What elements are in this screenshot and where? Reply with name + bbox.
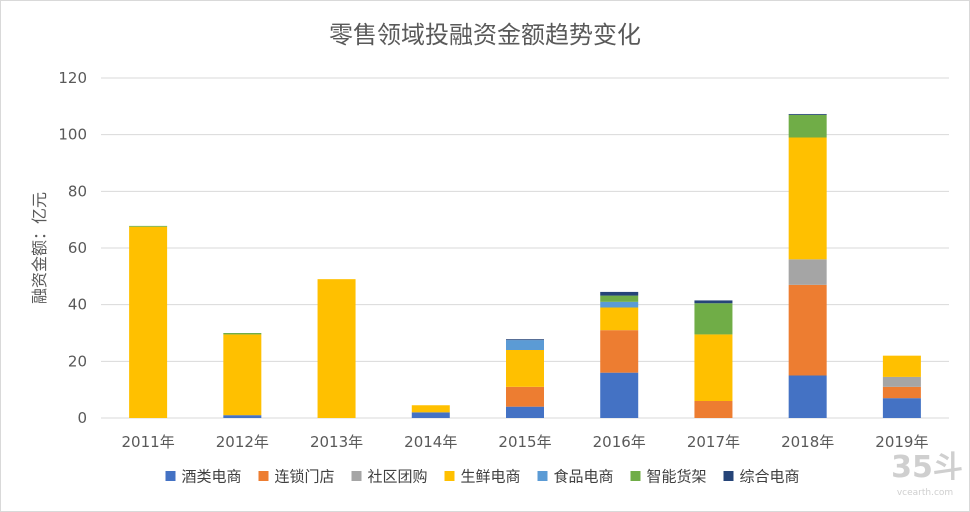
bar-segment	[223, 415, 262, 418]
bar-segment	[694, 334, 733, 401]
bar-segment	[506, 386, 544, 407]
legend-label: 综合电商	[740, 468, 800, 486]
x-tick-label: 2012年	[216, 433, 269, 451]
bar-segment	[788, 375, 827, 418]
bar-segment	[694, 300, 733, 304]
legend-item: 食品电商	[537, 468, 614, 486]
bar-stack	[788, 113, 827, 418]
legend-swatch	[165, 471, 176, 481]
x-tick-label: 2015年	[498, 433, 551, 451]
legend-swatch	[537, 471, 548, 481]
bar-segment	[600, 295, 639, 302]
watermark-brand: 35斗	[891, 450, 963, 485]
legend-swatch	[723, 471, 734, 481]
bar-segment	[882, 376, 921, 387]
x-tick-label: 2016年	[593, 433, 646, 451]
chart-title: 零售领域投融资金额趋势变化	[329, 21, 641, 49]
y-tick-label: 100	[58, 126, 87, 144]
bar-segment	[411, 412, 450, 418]
bar-segment	[882, 386, 921, 399]
bar-stack	[694, 300, 733, 418]
legend-item: 生鲜电商	[444, 468, 521, 486]
x-tick-label: 2018年	[781, 433, 834, 451]
bar-segment	[317, 279, 356, 418]
legend-item: 酒类电商	[165, 468, 242, 486]
y-tick-label: 60	[68, 239, 87, 257]
x-tick-label: 2014年	[404, 433, 457, 451]
legend-label: 社区团购	[368, 468, 428, 486]
bar-segment	[788, 137, 827, 260]
x-tick-label: 2011年	[122, 433, 175, 451]
bar-segment	[600, 307, 639, 331]
y-tick-label: 40	[68, 296, 87, 314]
bar-segment	[694, 303, 733, 335]
bar-segment	[600, 301, 639, 308]
bar-stack	[600, 291, 639, 418]
bar-segment	[600, 330, 639, 373]
bar-segment	[600, 291, 639, 296]
bar-segment	[788, 284, 827, 376]
legend-swatch	[444, 471, 455, 481]
x-tick-label: 2013年	[310, 433, 363, 451]
bar-segment	[506, 350, 544, 387]
bar-stack	[129, 225, 168, 418]
bar-segment	[506, 340, 544, 350]
legend-label: 智能货架	[647, 468, 707, 486]
bar-segment	[411, 405, 450, 413]
legend-item: 连锁门店	[258, 468, 335, 486]
bar-segment	[882, 355, 921, 377]
legend-label: 生鲜电商	[461, 468, 521, 486]
bar-segment	[223, 333, 262, 335]
legend-label: 食品电商	[554, 468, 614, 486]
bar-segment	[223, 334, 262, 416]
y-tick-label: 20	[68, 352, 87, 370]
legend-item: 社区团购	[351, 468, 428, 486]
bar-stack	[223, 333, 262, 418]
bars	[129, 113, 921, 418]
legend-item: 综合电商	[723, 468, 800, 486]
bar-segment	[694, 401, 733, 418]
legend-swatch	[258, 471, 269, 481]
bar-segment	[506, 339, 544, 341]
bar-segment	[129, 225, 168, 227]
x-tick-label: 2017年	[687, 433, 740, 451]
bar-segment	[788, 114, 827, 138]
bar-stack	[411, 405, 450, 418]
legend: 酒类电商 连锁门店 社区团购 生鲜电商 食品电商 智能货架 综合电商	[165, 468, 800, 486]
bar-stack	[317, 279, 356, 418]
bar-segment	[882, 398, 921, 418]
bar-stack	[506, 339, 544, 418]
bar-segment	[506, 406, 544, 418]
y-tick-label: 0	[77, 409, 87, 427]
y-axis-label: 融资金额：亿元	[30, 192, 49, 304]
legend-label: 酒类电商	[182, 468, 242, 486]
y-tick-label: 80	[68, 182, 87, 200]
legend-item: 智能货架	[630, 468, 707, 486]
bar-stack	[882, 355, 921, 418]
watermark-site: vcearth.com	[897, 488, 953, 498]
y-tick-label: 120	[58, 69, 87, 87]
legend-swatch	[630, 471, 641, 481]
bar-segment	[788, 259, 827, 285]
legend-swatch	[351, 471, 362, 481]
bar-segment	[788, 113, 827, 115]
watermark: 35斗 vcearth.com	[891, 450, 963, 498]
legend-label: 连锁门店	[275, 468, 335, 486]
x-axis-ticks: 2011年 2012年 2013年 2014年 2015年 2016年 2017年 2018年…	[122, 433, 929, 451]
bar-segment	[129, 226, 168, 418]
bar-segment	[600, 372, 639, 418]
y-axis-ticks: 0 20 40 60 80 100 120	[58, 69, 87, 427]
x-tick-label: 2019年	[875, 433, 928, 451]
